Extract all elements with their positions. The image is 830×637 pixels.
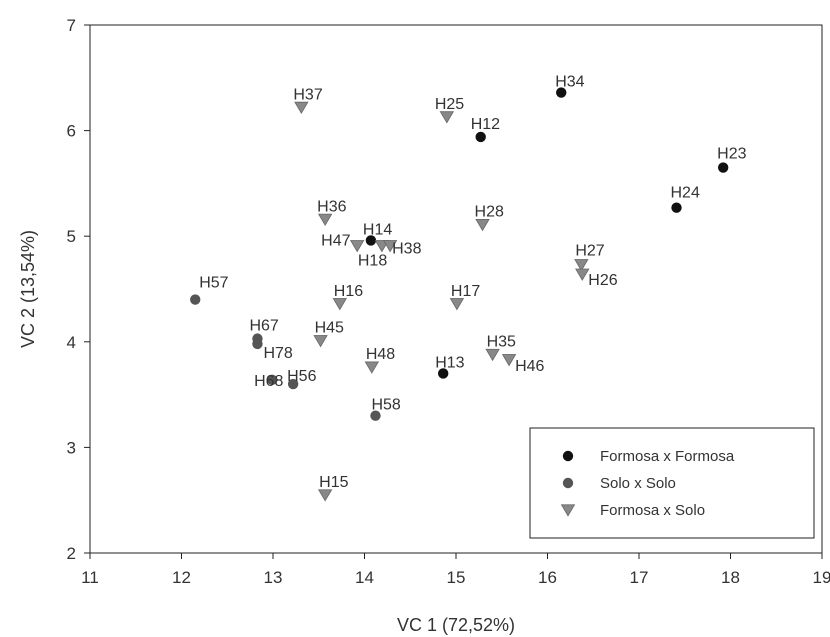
data-point [349,240,365,253]
x-tick-label: 12 [172,568,191,587]
point-label: H78 [263,345,292,362]
point-label: H56 [287,368,316,385]
point-label: H16 [334,283,363,300]
point-label: H13 [435,354,464,371]
x-tick-label: 14 [355,568,374,587]
x-tick-label: 13 [264,568,283,587]
point-labels: H34 H12 H23 H24 H14 H13 H57 H67 H78 H68 H56 H58 H37 H… [199,74,746,491]
data-point [266,374,278,386]
data-point [382,240,398,253]
y-tick-label: 6 [67,122,76,141]
point-label: H17 [451,283,480,300]
legend-entry: Formosa x Solo [600,502,705,519]
data-point [332,298,347,311]
data-point [190,294,201,305]
data-point [437,368,449,379]
x-axis-title: VC 1 (72,52%) [397,615,515,635]
y-tick-label: 3 [67,438,76,457]
point-label: H37 [293,86,322,103]
y-tick-label: 5 [67,227,76,246]
data-point [317,213,333,226]
point-label: H26 [588,272,617,289]
point-label: H57 [199,275,228,292]
point-label: H23 [717,146,746,163]
legend-box [529,427,815,539]
data-point [485,348,500,362]
point-label: H67 [249,318,278,335]
legend: Formosa x Formosa Solo x Solo Formosa x So… [529,427,815,539]
point-label: H27 [575,243,604,260]
point-label: H28 [475,204,504,221]
data-point [317,489,333,502]
x-tick-label: 17 [630,568,649,587]
data-point [671,202,682,213]
legend-entry: Solo x Solo [600,475,676,492]
point-label: H14 [363,221,392,238]
legend-entry: Formosa x Formosa [600,448,735,465]
point-label: H24 [671,185,700,202]
data-point [370,410,381,421]
point-label: H25 [435,96,464,113]
x-tick-label: 18 [721,568,740,587]
ticks: 11 12 13 14 15 16 17 18 19 2 3 4 5 6 7 [67,16,830,587]
point-label: H48 [366,346,395,363]
data-point [252,338,263,350]
x-tick-label: 11 [81,568,99,587]
legend-marker [562,450,574,462]
data-point [574,259,589,272]
data-point [287,378,299,390]
point-label: H45 [315,320,344,337]
data-points [190,87,729,502]
y-tick-label: 2 [67,544,76,563]
point-label: H46 [515,358,544,375]
data-point [365,235,377,246]
data-point [475,131,486,143]
data-point [364,361,380,374]
point-label: H68 [254,373,283,390]
data-point [556,87,567,98]
x-tick-label: 15 [447,568,466,587]
data-point [449,298,465,311]
point-label: H15 [319,474,348,491]
y-tick-label: 7 [67,16,76,35]
data-point [717,162,729,173]
y-axis-title: VC 2 (13,54%) [18,230,38,348]
data-point [501,354,517,367]
data-point [313,335,328,348]
data-point [575,268,590,281]
y-tick-label: 4 [67,333,76,352]
point-label: H36 [317,198,346,215]
point-label: H35 [487,333,516,350]
legend-marker [560,504,576,517]
data-point [439,111,455,124]
x-tick-label: 19 [813,568,830,587]
legend-marker [562,477,574,489]
point-label: H18 [358,253,387,270]
data-point [475,218,490,232]
point-label: H58 [371,397,400,414]
data-point [294,101,309,115]
x-tick-label: 16 [538,568,557,587]
point-label: H47 [321,233,350,250]
point-label: H12 [471,116,500,133]
point-label: H34 [555,74,584,91]
point-label: H38 [392,241,421,258]
